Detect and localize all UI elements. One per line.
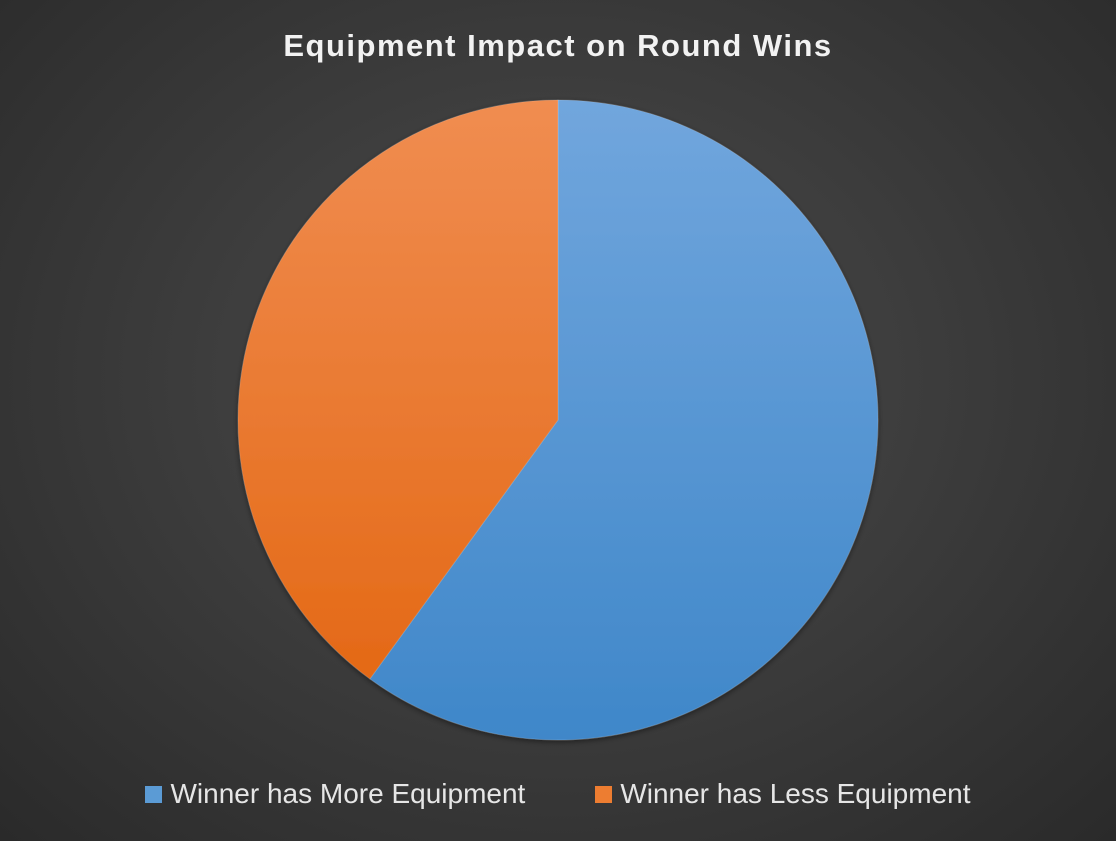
pie-slice-more-equipment [369, 99, 879, 741]
legend-swatch-less-equipment [595, 785, 613, 803]
legend-swatch-more-equipment [145, 785, 163, 803]
legend: Winner has More Equipment Winner has Les… [0, 778, 1116, 810]
chart-title: Equipment Impact on Round Wins [283, 28, 833, 63]
legend-label-less-equipment: Winner has Less Equipment [620, 778, 971, 809]
legend-label-more-equipment: Winner has More Equipment [170, 778, 526, 809]
legend-item-less-equipment: Winner has Less Equipment [595, 778, 971, 810]
legend-item-more-equipment: Winner has More Equipment [145, 778, 525, 810]
pie-slice-less-equipment [237, 99, 559, 680]
